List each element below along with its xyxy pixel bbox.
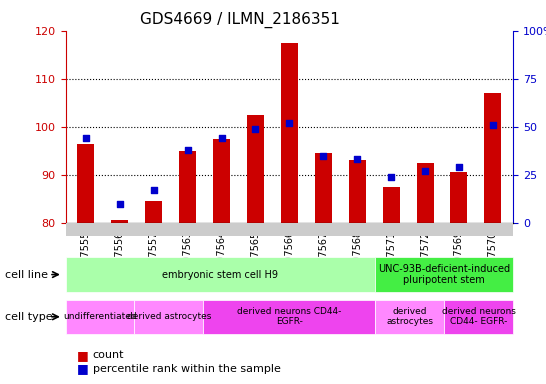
Bar: [213, 139, 230, 223]
Text: ■: ■: [76, 362, 88, 375]
Point: [489, 122, 497, 128]
Bar: [450, 172, 467, 223]
Point: [353, 156, 361, 162]
Bar: [145, 201, 162, 223]
Bar: [247, 115, 264, 223]
Point: [420, 168, 429, 174]
Point: [285, 120, 294, 126]
Bar: [78, 144, 94, 223]
Bar: [383, 187, 400, 223]
Text: undifferentiated: undifferentiated: [63, 312, 136, 321]
Bar: [179, 151, 196, 223]
Point: [81, 135, 90, 141]
Point: [217, 135, 226, 141]
Text: ■: ■: [76, 349, 88, 362]
Point: [183, 147, 192, 153]
Text: derived neurons CD44-
EGFR-: derived neurons CD44- EGFR-: [237, 307, 342, 326]
Text: percentile rank within the sample: percentile rank within the sample: [93, 364, 281, 374]
Bar: [315, 153, 332, 223]
Bar: [484, 93, 501, 223]
Point: [150, 187, 158, 193]
Text: derived astrocytes: derived astrocytes: [127, 312, 211, 321]
Text: cell line: cell line: [5, 270, 49, 280]
Text: cell type: cell type: [5, 312, 53, 322]
Text: embryonic stem cell H9: embryonic stem cell H9: [163, 270, 278, 280]
Bar: [417, 163, 434, 223]
Bar: [349, 160, 366, 223]
Text: count: count: [93, 350, 124, 360]
Point: [251, 126, 260, 132]
Text: GDS4669 / ILMN_2186351: GDS4669 / ILMN_2186351: [140, 12, 340, 28]
Bar: [111, 220, 128, 223]
Text: derived
astrocytes: derived astrocytes: [387, 307, 434, 326]
Text: derived neurons
CD44- EGFR-: derived neurons CD44- EGFR-: [442, 307, 516, 326]
Point: [319, 152, 328, 159]
Point: [455, 164, 464, 170]
Point: [115, 200, 124, 207]
Bar: [281, 43, 298, 223]
Point: [387, 174, 395, 180]
Text: UNC-93B-deficient-induced
pluripotent stem: UNC-93B-deficient-induced pluripotent st…: [378, 264, 511, 285]
